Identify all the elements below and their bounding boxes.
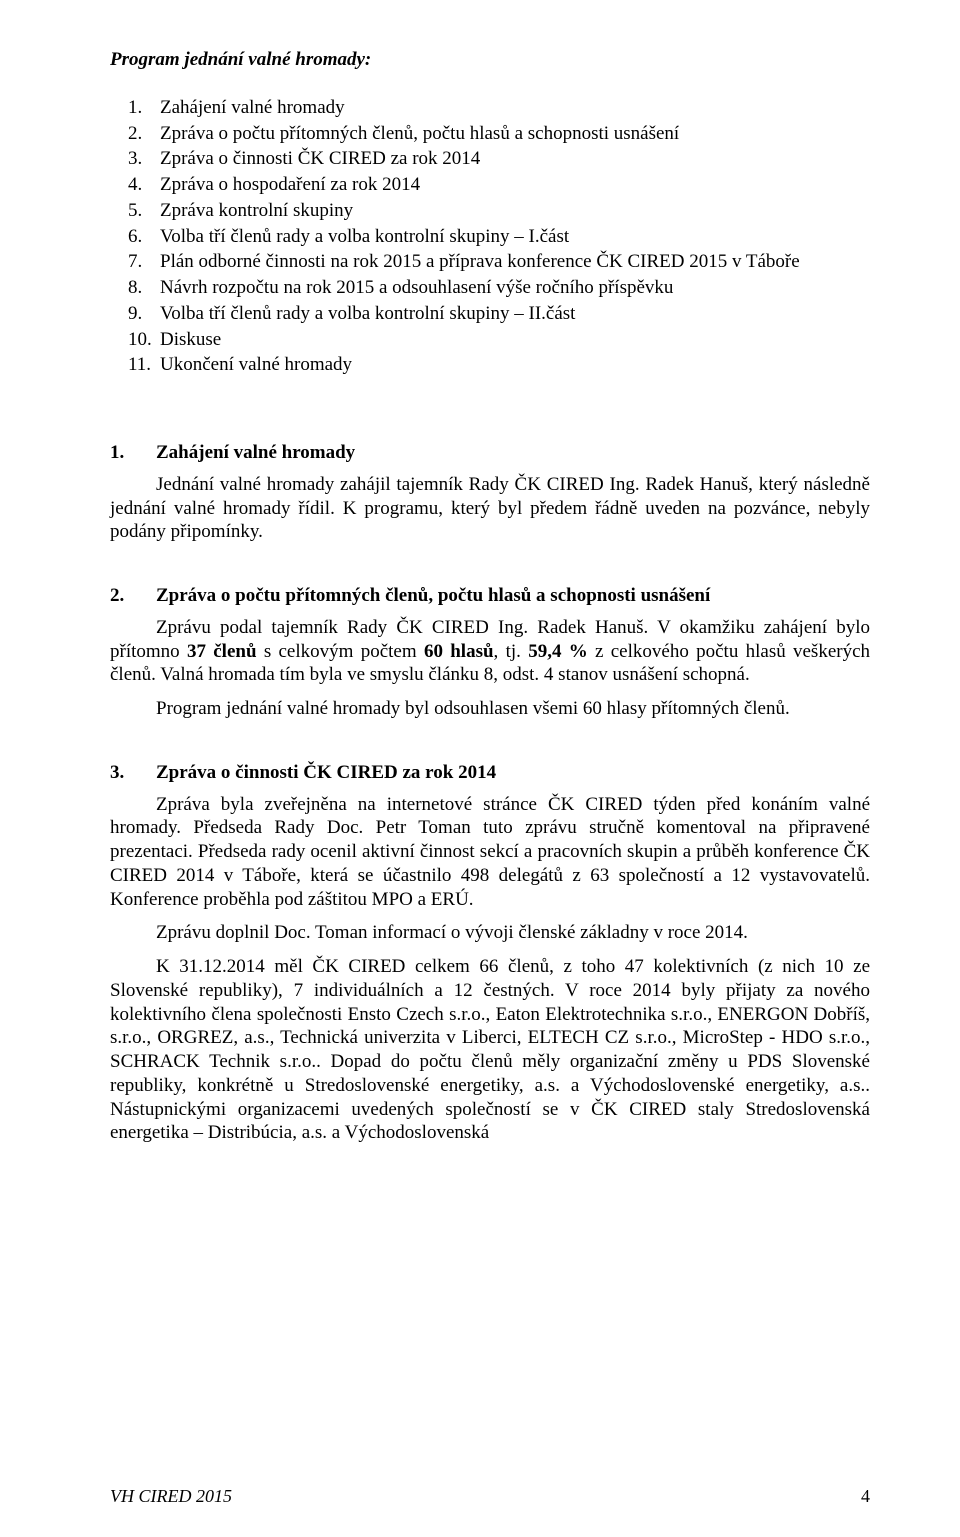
section-1-heading: 1.Zahájení valné hromady: [110, 441, 870, 465]
section-2-line2: Program jednání valné hromady byl odsouh…: [110, 697, 870, 721]
program-item-num: 6.: [128, 225, 160, 249]
program-item-num: 9.: [128, 302, 160, 326]
program-item-num: 11.: [128, 353, 160, 377]
program-item: 1.Zahájení valné hromady: [128, 96, 870, 120]
footer-left: VH CIRED 2015: [110, 1485, 232, 1508]
section-3: 3.Zpráva o činnosti ČK CIRED za rok 2014…: [110, 761, 870, 1145]
footer-page-number: 4: [861, 1485, 870, 1508]
program-item: 9.Volba tří členů rady a volba kontrolní…: [128, 302, 870, 326]
program-heading: Program jednání valné hromady:: [110, 48, 870, 72]
section-1-num: 1.: [110, 441, 156, 465]
program-item-num: 1.: [128, 96, 160, 120]
program-item-num: 8.: [128, 276, 160, 300]
program-item-text: Plán odborné činnosti na rok 2015 a příp…: [160, 251, 800, 272]
section-3-p2: Zprávu doplnil Doc. Toman informací o vý…: [110, 921, 870, 945]
section-2: 2.Zpráva o počtu přítomných členů, počtu…: [110, 584, 870, 721]
section-2-title: Zpráva o počtu přítomných členů, počtu h…: [156, 585, 710, 606]
page-footer: VH CIRED 2015 4: [110, 1485, 870, 1508]
program-item: 3.Zpráva o činnosti ČK CIRED za rok 2014: [128, 147, 870, 171]
program-item-text: Zpráva o činnosti ČK CIRED za rok 2014: [160, 148, 480, 169]
section-3-heading: 3.Zpráva o činnosti ČK CIRED za rok 2014: [110, 761, 870, 785]
section-1-body: Jednání valné hromady zahájil tajemník R…: [110, 473, 870, 544]
program-item: 6.Volba tří členů rady a volba kontrolní…: [128, 225, 870, 249]
document-page: Program jednání valné hromady: 1.Zahájen…: [0, 0, 960, 1537]
section-1: 1.Zahájení valné hromady Jednání valné h…: [110, 441, 870, 544]
s2-votes: 60 hlasů: [424, 641, 494, 662]
section-2-num: 2.: [110, 584, 156, 608]
program-item: 7.Plán odborné činnosti na rok 2015 a př…: [128, 250, 870, 274]
program-item-text: Zpráva o hospodaření za rok 2014: [160, 174, 420, 195]
s2-text: , tj.: [494, 641, 529, 662]
program-item: 8.Návrh rozpočtu na rok 2015 a odsouhlas…: [128, 276, 870, 300]
program-item: 4.Zpráva o hospodaření za rok 2014: [128, 173, 870, 197]
program-list: 1.Zahájení valné hromady 2.Zpráva o počt…: [128, 96, 870, 377]
section-2-heading: 2.Zpráva o počtu přítomných členů, počtu…: [110, 584, 870, 608]
program-item-text: Volba tří členů rady a volba kontrolní s…: [160, 226, 569, 247]
program-item-text: Zpráva o počtu přítomných členů, počtu h…: [160, 123, 679, 144]
program-item: 10.Diskuse: [128, 328, 870, 352]
program-item-text: Zahájení valné hromady: [160, 97, 345, 118]
program-item-num: 3.: [128, 147, 160, 171]
section-1-title: Zahájení valné hromady: [156, 442, 355, 463]
section-2-body: Zprávu podal tajemník Rady ČK CIRED Ing.…: [110, 616, 870, 687]
s2-text: s celkovým počtem: [257, 641, 424, 662]
program-item: 11.Ukončení valné hromady: [128, 353, 870, 377]
program-item-num: 10.: [128, 328, 160, 352]
program-item-num: 4.: [128, 173, 160, 197]
program-item: 5.Zpráva kontrolní skupiny: [128, 199, 870, 223]
section-3-p3: K 31.12.2014 měl ČK CIRED celkem 66 člen…: [110, 955, 870, 1145]
program-item-text: Návrh rozpočtu na rok 2015 a odsouhlasen…: [160, 277, 673, 298]
section-3-p1: Zpráva byla zveřejněna na internetové st…: [110, 793, 870, 912]
section-3-num: 3.: [110, 761, 156, 785]
program-item-num: 5.: [128, 199, 160, 223]
program-item-text: Diskuse: [160, 329, 221, 350]
s2-percent: 59,4 %: [528, 641, 588, 662]
s2-members: 37 členů: [187, 641, 257, 662]
program-item-num: 2.: [128, 122, 160, 146]
program-item: 2.Zpráva o počtu přítomných členů, počtu…: [128, 122, 870, 146]
program-item-num: 7.: [128, 250, 160, 274]
program-item-text: Volba tří členů rady a volba kontrolní s…: [160, 303, 575, 324]
section-3-title: Zpráva o činnosti ČK CIRED za rok 2014: [156, 762, 496, 783]
program-item-text: Ukončení valné hromady: [160, 354, 352, 375]
program-item-text: Zpráva kontrolní skupiny: [160, 200, 353, 221]
